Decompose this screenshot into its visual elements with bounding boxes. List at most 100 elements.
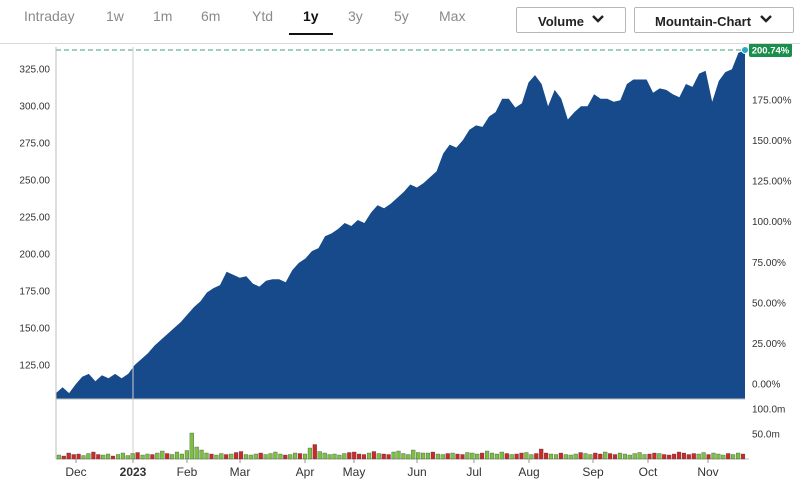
volume-bar <box>165 453 170 460</box>
volume-bar <box>106 453 111 460</box>
left-axis-tick-label: 225.00 <box>19 213 50 224</box>
volume-bar <box>475 453 480 460</box>
volume-bar <box>268 453 273 460</box>
volume-bar <box>583 453 588 460</box>
toolbar-divider <box>0 43 800 44</box>
current-change-label: 200.74% <box>752 45 790 56</box>
price-chart[interactable]: 125.00 150.00 175.00 200.00 225.00 250.00 275.… <box>0 44 800 484</box>
chart-type-dropdown-label: Mountain-Chart <box>655 14 752 29</box>
volume-bar <box>534 453 539 460</box>
right-axis-tick-label: 175.00% <box>752 96 792 107</box>
tab-intraday[interactable]: Intraday <box>24 8 75 24</box>
tab-1y[interactable]: 1y <box>303 8 319 24</box>
tab-3y[interactable]: 3y <box>348 8 363 24</box>
volume-bar <box>219 453 224 460</box>
volume-bar <box>573 453 578 460</box>
volume-bar <box>91 451 96 460</box>
volume-bar <box>622 453 627 460</box>
left-axis-tick-label: 150.00 <box>19 324 50 335</box>
volume-bar <box>627 454 632 460</box>
volume-bar <box>312 444 317 460</box>
x-axis-month-label: Jun <box>407 465 426 479</box>
volume-bar <box>381 453 386 460</box>
volume-bar <box>347 452 352 460</box>
volume-axis-tick-label: 50.0m <box>752 430 780 441</box>
volume-bar <box>115 454 121 460</box>
volume-dropdown[interactable]: Volume <box>516 7 626 33</box>
volume-bar <box>56 454 61 460</box>
volume-bar <box>150 454 155 460</box>
volume-bar <box>283 454 288 460</box>
volume-bar <box>598 453 603 460</box>
tab-1m[interactable]: 1m <box>153 8 173 24</box>
volume-bar <box>716 453 721 460</box>
volume-bar <box>731 454 736 460</box>
x-axis-month-label: Nov <box>697 465 718 479</box>
volume-bar <box>258 452 263 460</box>
volume-bar <box>509 454 514 460</box>
volume-bar <box>736 452 741 460</box>
left-axis-tick-label: 125.00 <box>19 360 50 371</box>
volume-bar <box>706 454 711 460</box>
volume-bar <box>568 454 573 460</box>
volume-bar <box>450 452 455 460</box>
volume-bar <box>696 453 701 460</box>
volume-bar <box>401 453 406 460</box>
volume-bar <box>273 451 278 460</box>
volume-bar <box>667 454 672 460</box>
tab-6m[interactable]: 6m <box>201 8 221 24</box>
volume-bar <box>396 450 401 460</box>
range-tab-bar: Intraday 1w 1m 6m Ytd 1y 3y 5y Max Volum… <box>0 0 800 40</box>
volume-bar <box>110 455 116 460</box>
volume-bar <box>544 452 549 460</box>
volume-bar <box>61 455 66 460</box>
left-axis-tick-label: 275.00 <box>19 139 50 150</box>
volume-bar <box>214 454 219 460</box>
volume-bar <box>391 451 396 460</box>
volume-bar <box>588 454 593 460</box>
active-tab-indicator <box>289 33 333 35</box>
volume-bar <box>652 452 657 460</box>
volume-bar <box>81 455 86 460</box>
volume-bar <box>229 453 234 460</box>
volume-bar <box>130 453 135 460</box>
volume-bar <box>676 451 682 460</box>
volume-bar <box>701 452 706 460</box>
volume-bar <box>307 447 312 460</box>
right-axis-tick-label: 100.00% <box>752 217 792 228</box>
chart-type-dropdown[interactable]: Mountain-Chart <box>634 7 794 33</box>
volume-bar <box>184 450 189 460</box>
volume-bar <box>514 453 519 460</box>
right-axis-tick-label: 0.00% <box>752 380 780 391</box>
volume-bar <box>174 451 180 460</box>
volume-bar <box>504 453 509 460</box>
volume-bar <box>160 450 165 460</box>
volume-bar <box>342 453 347 460</box>
volume-bar <box>155 452 160 460</box>
volume-bar <box>248 454 253 460</box>
volume-bar <box>199 449 204 460</box>
tab-max[interactable]: Max <box>439 8 466 24</box>
volume-bar <box>416 452 421 460</box>
volume-bar <box>332 453 337 460</box>
volume-bar <box>194 446 199 460</box>
volume-bar <box>519 452 524 460</box>
volume-bar <box>76 453 81 460</box>
volume-bar <box>243 454 248 460</box>
tab-1w[interactable]: 1w <box>106 8 124 24</box>
volume-bar <box>524 452 529 460</box>
volume-bar <box>608 453 613 460</box>
x-axis-month-label: Mar <box>230 465 251 479</box>
chevron-down-icon <box>592 15 604 23</box>
volume-bar <box>327 454 332 460</box>
volume-bar <box>179 453 184 460</box>
volume-bar <box>647 453 652 460</box>
volume-bar <box>603 451 608 460</box>
chevron-down-icon <box>760 15 772 23</box>
tab-5y[interactable]: 5y <box>394 8 409 24</box>
volume-bar <box>317 451 322 460</box>
x-axis-month-label: Dec <box>65 465 86 479</box>
right-axis-tick-label: 125.00% <box>752 177 792 188</box>
right-axis-tick-label: 25.00% <box>752 339 786 350</box>
tab-ytd[interactable]: Ytd <box>252 8 274 24</box>
